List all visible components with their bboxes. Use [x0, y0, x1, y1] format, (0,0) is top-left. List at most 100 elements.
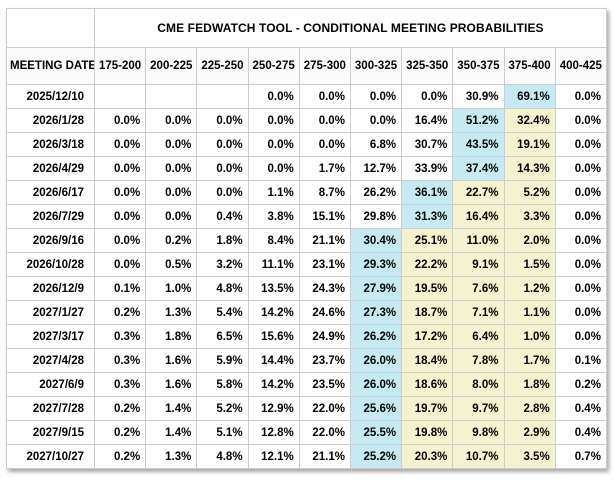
- probability-cell: 26.2%: [349, 324, 403, 349]
- table-row: 2027/7/28 0.2% 1.4% 5.2% 12.9% 22.0% 25.6% 19.7…: [6, 396, 607, 421]
- probability-cell: 0.0%: [401, 84, 454, 109]
- probability-cell: 1.1%: [503, 300, 556, 325]
- probability-cell: 1.8%: [503, 372, 556, 397]
- probability-cell: 15.1%: [298, 204, 351, 229]
- meeting-date-cell: 2027/4/28: [6, 348, 95, 373]
- probability-cell: 0.0%: [93, 252, 147, 277]
- table-row: 2026/4/29 0.0% 0.0% 0.0% 0.0% 1.7% 12.7% 33.9% 3…: [6, 156, 607, 181]
- probability-cell: 0.2%: [93, 396, 147, 421]
- probability-cell: 25.5%: [349, 420, 403, 445]
- probability-cell: 25.2%: [349, 444, 403, 469]
- probability-cell: 8.0%: [452, 372, 505, 397]
- table-row: 2026/12/9 0.1% 1.0% 4.8% 13.5% 24.3% 27.9% 19.5…: [6, 276, 607, 301]
- table-row: 2027/3/17 0.3% 1.8% 6.5% 15.6% 24.9% 26.2% 17.2…: [6, 324, 607, 349]
- probability-cell: 1.8%: [196, 228, 249, 253]
- probability-cell: 3.3%: [503, 204, 556, 229]
- title-row: CME FEDWATCH TOOL - CONDITIONAL MEETING …: [6, 8, 607, 48]
- table-row: 2025/12/10 0.0% 0.0% 0.0% 0.0% 30.9% 69.1% 0.0%: [6, 84, 607, 109]
- probability-cell: 0.0%: [93, 156, 147, 181]
- probability-cell: 18.4%: [401, 348, 454, 373]
- probability-cell: 7.1%: [452, 300, 505, 325]
- probability-cell: 0.0%: [554, 204, 607, 229]
- rate-bin-header: 225-250: [196, 47, 249, 85]
- meeting-date-cell: 2026/9/16: [6, 228, 95, 253]
- probability-cell: 6.5%: [196, 324, 249, 349]
- probability-cell: 29.8%: [349, 204, 403, 229]
- probability-cell: 13.5%: [247, 276, 300, 301]
- probability-cell: 0.0%: [247, 84, 300, 109]
- probability-cell: 0.7%: [554, 444, 607, 469]
- probability-cell: 1.8%: [145, 324, 198, 349]
- probability-cell: 0.4%: [196, 204, 249, 229]
- probability-cell: 1.3%: [145, 300, 198, 325]
- fedwatch-table: CME FEDWATCH TOOL - CONDITIONAL MEETING …: [6, 8, 607, 469]
- table-row: 2026/10/28 0.0% 0.5% 3.2% 11.1% 23.1% 29.3% 22.…: [6, 252, 607, 277]
- table-row: 2027/9/15 0.2% 1.4% 5.1% 12.8% 22.0% 25.5% 19.8…: [6, 420, 607, 445]
- probability-cell: 1.3%: [145, 444, 198, 469]
- probability-cell: 32.4%: [503, 108, 556, 133]
- probability-cell: 23.1%: [298, 252, 351, 277]
- probability-cell: 0.0%: [554, 252, 607, 277]
- probability-cell: 0.0%: [145, 156, 198, 181]
- meeting-date-cell: 2025/12/10: [6, 84, 95, 109]
- probability-cell: 21.1%: [298, 444, 351, 469]
- probability-cell: 14.2%: [247, 300, 300, 325]
- probability-cell: 22.2%: [401, 252, 454, 277]
- probability-cell: 0.2%: [554, 372, 607, 397]
- table-row: 2026/1/28 0.0% 0.0% 0.0% 0.0% 0.0% 0.0% 16.4% 51…: [6, 108, 607, 133]
- probability-cell: 5.2%: [503, 180, 556, 205]
- probability-cell: 0.0%: [196, 180, 249, 205]
- probability-cell: 12.1%: [247, 444, 300, 469]
- meeting-date-cell: 2027/6/9: [6, 372, 95, 397]
- probability-cell: 19.7%: [401, 396, 454, 421]
- probability-cell: 0.0%: [145, 180, 198, 205]
- probability-cell: 1.0%: [503, 324, 556, 349]
- meeting-date-cell: 2027/10/27: [6, 444, 95, 469]
- probability-cell: 0.0%: [554, 276, 607, 301]
- probability-cell: 9.7%: [452, 396, 505, 421]
- probability-cell: 26.0%: [349, 372, 403, 397]
- probability-cell: 0.3%: [93, 372, 147, 397]
- probability-cell: 0.0%: [93, 228, 147, 253]
- probability-cell: 0.2%: [93, 420, 147, 445]
- probability-cell: 15.6%: [247, 324, 300, 349]
- probability-cell: 1.7%: [298, 156, 351, 181]
- meeting-date-cell: 2026/6/17: [6, 180, 95, 205]
- probability-cell: 27.9%: [349, 276, 403, 301]
- probability-cell: 25.1%: [401, 228, 454, 253]
- probability-cell: [145, 84, 198, 109]
- rate-bin-header: 375-400: [503, 47, 556, 85]
- meeting-date-cell: 2027/7/28: [6, 396, 95, 421]
- probability-cell: 1.2%: [503, 276, 556, 301]
- table-row: 2026/6/17 0.0% 0.0% 0.0% 1.1% 8.7% 26.2% 36.1% 2…: [6, 180, 607, 205]
- probability-cell: 24.9%: [298, 324, 351, 349]
- meeting-date-cell: 2026/7/29: [6, 204, 95, 229]
- table-row: 2027/10/27 0.2% 1.3% 4.8% 12.1% 21.1% 25.2% 20.…: [6, 444, 607, 469]
- probability-cell: 0.4%: [554, 420, 607, 445]
- probability-cell: 1.4%: [145, 420, 198, 445]
- probability-cell: 0.0%: [93, 204, 147, 229]
- probability-cell: 0.0%: [247, 132, 300, 157]
- probability-cell: 0.4%: [554, 396, 607, 421]
- probability-cell: 2.8%: [503, 396, 556, 421]
- probability-cell: 1.5%: [503, 252, 556, 277]
- probability-cell: 36.1%: [401, 180, 454, 205]
- probability-cell: 0.0%: [93, 108, 147, 133]
- probability-cell: 0.0%: [93, 180, 147, 205]
- probability-cell: 1.0%: [145, 276, 198, 301]
- probability-cell: 0.1%: [554, 348, 607, 373]
- corner-cell: [6, 8, 95, 48]
- rate-bin-header: 350-375: [452, 47, 505, 85]
- probability-cell: 7.6%: [452, 276, 505, 301]
- probability-cell: 5.2%: [196, 396, 249, 421]
- probability-cell: 1.7%: [503, 348, 556, 373]
- rate-bin-header: 400-425: [554, 47, 607, 85]
- probability-cell: 0.0%: [349, 108, 403, 133]
- table-title: CME FEDWATCH TOOL - CONDITIONAL MEETING …: [94, 8, 607, 48]
- probability-cell: 14.2%: [247, 372, 300, 397]
- probability-cell: 5.9%: [196, 348, 249, 373]
- probability-cell: 0.0%: [554, 180, 607, 205]
- probability-cell: 6.8%: [349, 132, 403, 157]
- probability-cell: 19.5%: [401, 276, 454, 301]
- probability-cell: 24.6%: [298, 300, 351, 325]
